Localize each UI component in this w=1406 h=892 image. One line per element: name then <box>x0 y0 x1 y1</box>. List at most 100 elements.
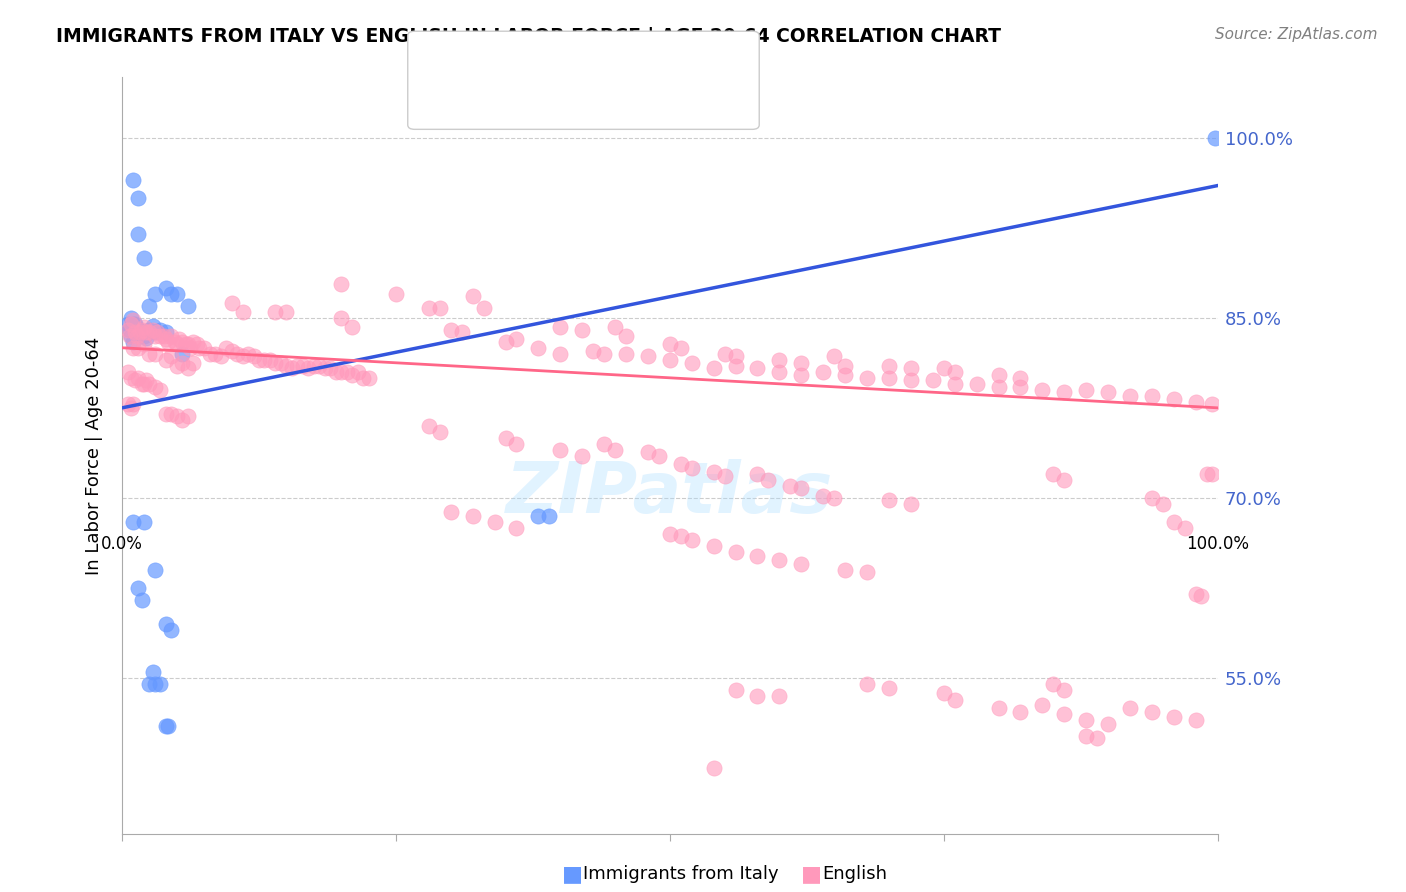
Point <box>593 437 616 451</box>
Point <box>713 347 735 361</box>
Point <box>177 361 200 376</box>
Point <box>232 304 254 318</box>
Point <box>143 328 166 343</box>
Point <box>987 380 1010 394</box>
Point <box>747 689 769 703</box>
Point <box>120 310 142 325</box>
Point <box>127 341 149 355</box>
Point <box>117 323 139 337</box>
Point <box>527 341 550 355</box>
Point <box>593 347 616 361</box>
Point <box>790 481 813 495</box>
Point <box>236 347 259 361</box>
Point <box>790 368 813 383</box>
Point <box>166 286 188 301</box>
Point <box>253 352 276 367</box>
Point <box>571 449 593 463</box>
Point <box>385 286 408 301</box>
Point <box>155 617 177 632</box>
Point <box>124 317 146 331</box>
Point <box>259 352 281 367</box>
Point <box>418 418 440 433</box>
Text: ■: ■ <box>432 88 453 108</box>
Point <box>166 409 188 424</box>
Point <box>132 515 155 529</box>
Point <box>1031 383 1053 397</box>
Point <box>143 325 166 339</box>
Point <box>747 549 769 563</box>
Point <box>943 376 966 391</box>
Point <box>181 356 204 370</box>
Point <box>138 376 160 391</box>
Point <box>790 356 813 370</box>
Point <box>637 445 659 459</box>
Point <box>172 334 194 349</box>
Point <box>1174 521 1197 535</box>
Point <box>308 359 330 373</box>
Point <box>132 328 155 343</box>
Point <box>900 373 922 387</box>
Point <box>614 347 637 361</box>
Point <box>155 281 177 295</box>
Point <box>226 347 249 361</box>
Point <box>1031 698 1053 712</box>
Point <box>1184 394 1206 409</box>
Point <box>461 289 484 303</box>
Point <box>172 347 194 361</box>
Point <box>285 359 308 373</box>
Text: Source: ZipAtlas.com: Source: ZipAtlas.com <box>1215 27 1378 42</box>
Point <box>1119 701 1142 715</box>
Point <box>484 515 506 529</box>
Point <box>790 557 813 571</box>
Point <box>1010 705 1032 719</box>
Point <box>160 623 183 637</box>
Point <box>823 491 845 505</box>
Point <box>703 465 725 479</box>
Point <box>658 352 681 367</box>
Point <box>204 347 226 361</box>
Point <box>834 359 856 373</box>
Point <box>1201 467 1223 481</box>
Point <box>658 527 681 541</box>
Point <box>1085 731 1108 746</box>
Point <box>149 328 172 343</box>
Point <box>900 497 922 511</box>
Point <box>1053 385 1076 400</box>
Point <box>276 359 298 373</box>
Point <box>186 337 208 351</box>
Point <box>1053 473 1076 487</box>
Text: Immigrants from Italy: Immigrants from Italy <box>583 865 779 883</box>
Point <box>122 341 145 355</box>
Point <box>637 349 659 363</box>
Point <box>221 296 243 310</box>
Point <box>166 359 188 373</box>
Point <box>143 286 166 301</box>
Point <box>758 473 780 487</box>
Point <box>314 361 336 376</box>
Point <box>297 361 319 376</box>
Point <box>603 442 626 457</box>
Point <box>856 371 879 385</box>
Point <box>157 719 180 733</box>
Point <box>900 361 922 376</box>
Point <box>768 553 790 567</box>
Point <box>779 479 801 493</box>
Point <box>232 349 254 363</box>
Point <box>681 533 703 547</box>
Point <box>319 361 342 376</box>
Point <box>1053 707 1076 722</box>
Text: English: English <box>823 865 887 883</box>
Point <box>340 368 363 383</box>
Point <box>429 425 451 439</box>
Point <box>143 380 166 394</box>
Point <box>122 172 145 186</box>
Point <box>177 337 200 351</box>
Point <box>125 320 148 334</box>
Text: ■: ■ <box>801 864 823 884</box>
Point <box>713 469 735 483</box>
Point <box>418 301 440 315</box>
Point <box>177 299 200 313</box>
Point <box>221 344 243 359</box>
Point <box>302 359 325 373</box>
Point <box>209 349 232 363</box>
